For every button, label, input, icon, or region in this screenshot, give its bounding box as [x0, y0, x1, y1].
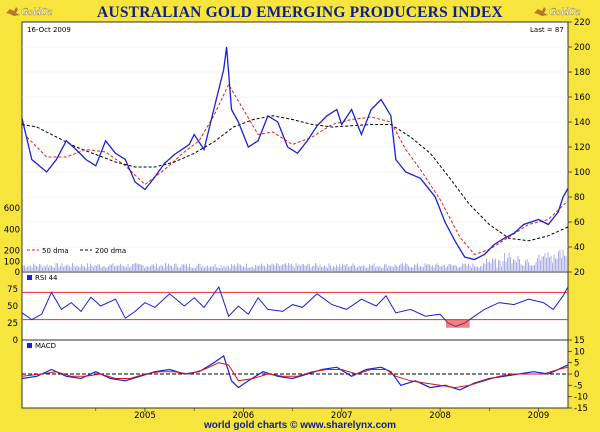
x-tick-label: 2007: [331, 411, 353, 421]
macd-tick-label: 5: [574, 359, 579, 369]
x-axis-ticks: 2005 2006 2007 2008 2009: [95, 408, 550, 421]
svg-text:GoldOz: GoldOz: [549, 7, 580, 18]
legend-ma50-label: 50 dma: [42, 247, 69, 255]
price-tick-label: 20: [574, 268, 585, 278]
price-tick-label: 220: [574, 18, 590, 28]
rsi-axis-ticks: 0 25 50 75: [7, 285, 18, 346]
macd-tick-label: 10: [574, 347, 585, 357]
macd-line: [21, 354, 569, 391]
x-tick-label: 2006: [233, 411, 255, 421]
macd-tick-label: -10: [574, 393, 588, 403]
price-tick-label: 200: [574, 43, 590, 53]
svg-text:GoldOz: GoldOz: [21, 7, 52, 18]
x-tick-label: 2009: [528, 411, 550, 421]
rsi-line: [21, 285, 569, 327]
macd-signal-line: [21, 362, 569, 389]
macd-tick-label: -5: [574, 381, 582, 391]
macd-tick-label: 0: [574, 370, 579, 380]
legend-ma200-label: 200 dma: [95, 247, 126, 255]
price-tick-label: 140: [574, 118, 590, 128]
date-label: 16-Oct 2009: [27, 26, 71, 34]
last-label: Last = 87: [530, 26, 564, 34]
price-tick-label: 40: [574, 243, 585, 253]
footer-credit: world gold charts © www.sharelynx.com: [203, 420, 397, 431]
x-tick-label: 2005: [134, 411, 156, 421]
price-tick-label: 120: [574, 143, 590, 153]
chart-legend: 50 dma 200 dma: [27, 247, 126, 255]
price-line: [21, 46, 569, 261]
rsi-tick-label: 75: [7, 285, 18, 295]
x-tick-label: 2008: [429, 411, 451, 421]
volume-tick-label: 100: [4, 257, 20, 267]
rsi-label: RSI 44: [35, 274, 58, 282]
price-axis-ticks: 20 40 60 80 100 120 140 160 180 200 220: [568, 18, 590, 278]
macd-tick-label: -15: [574, 404, 588, 414]
macd-tick-label: 15: [574, 336, 585, 346]
volume-tick-label: 400: [4, 225, 20, 235]
price-tick-label: 60: [574, 218, 585, 228]
price-tick-label: 100: [574, 168, 590, 178]
rsi-tick-label: 0: [13, 336, 18, 346]
volume-bars: [22, 249, 567, 271]
rsi-tick-label: 25: [7, 319, 18, 329]
rsi-panel: [21, 271, 569, 341]
rsi-oversold-fill: [446, 319, 470, 328]
price-tick-label: 80: [574, 193, 585, 203]
price-grid: [22, 46, 568, 248]
volume-tick-label: 200: [4, 247, 20, 257]
chart-title: AUSTRALIAN GOLD EMERGING PRODUCERS INDEX: [97, 4, 503, 21]
rsi-tick-label: 50: [7, 302, 18, 312]
goldoz-logo-right: GoldOz: [532, 3, 592, 19]
price-tick-label: 180: [574, 68, 590, 78]
ma50-line: [26, 83, 569, 256]
macd-label: MACD: [35, 342, 56, 350]
volume-tick-label: 600: [4, 204, 20, 214]
price-tick-label: 160: [574, 93, 590, 103]
ma200-line: [21, 115, 569, 242]
rsi-label-swatch: [27, 275, 32, 280]
goldoz-logo-left: GoldOz: [4, 3, 64, 19]
macd-label-swatch: [27, 343, 32, 348]
volume-tick-label: 0: [15, 268, 20, 278]
